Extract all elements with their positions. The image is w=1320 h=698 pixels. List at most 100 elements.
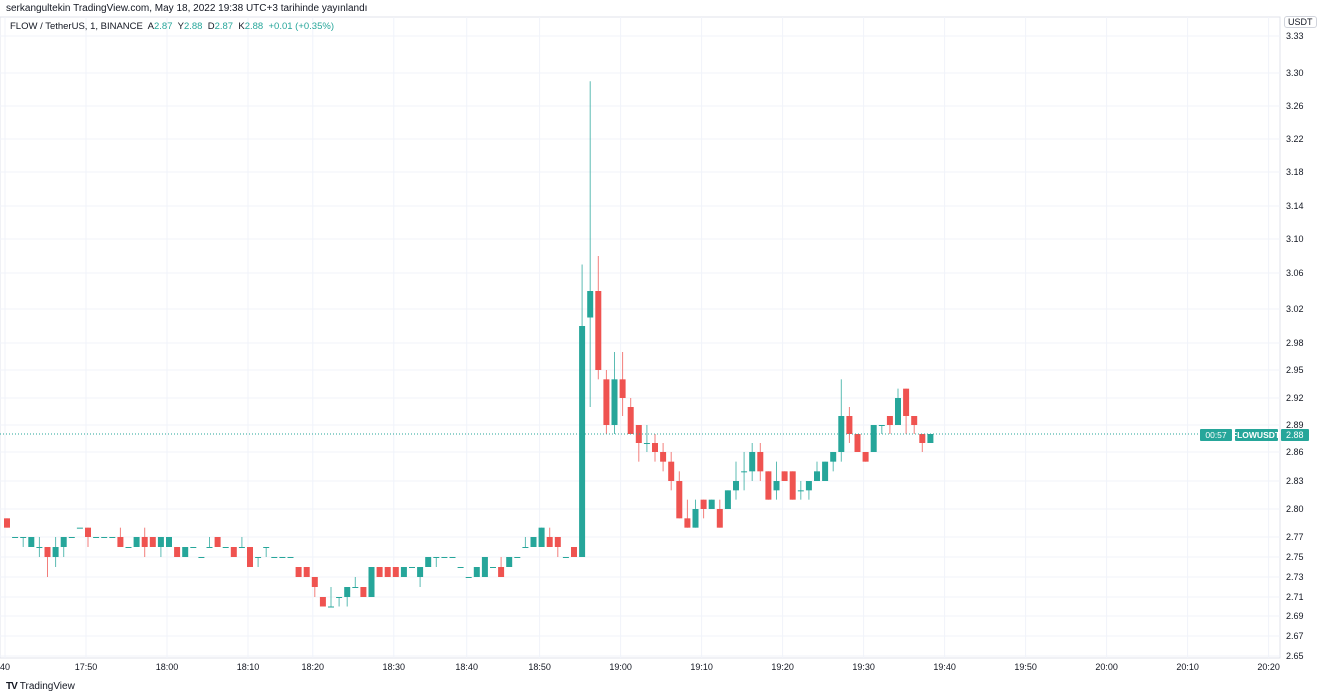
candle[interactable] (579, 264, 586, 558)
candle[interactable] (724, 490, 731, 509)
candle[interactable] (692, 499, 699, 528)
candle[interactable] (263, 547, 270, 557)
candle[interactable] (668, 452, 675, 491)
candle[interactable] (174, 547, 181, 557)
candle[interactable] (854, 434, 861, 452)
candle[interactable] (360, 587, 367, 597)
candle[interactable] (68, 537, 75, 538)
candle[interactable] (141, 527, 148, 557)
candle[interactable] (125, 547, 132, 548)
candle[interactable] (522, 537, 529, 548)
candle[interactable] (603, 370, 610, 434)
candle[interactable] (886, 416, 893, 434)
candle[interactable] (733, 461, 739, 500)
candle[interactable] (101, 537, 108, 538)
candle[interactable] (425, 557, 432, 567)
candle[interactable] (870, 425, 877, 452)
candle[interactable] (652, 434, 658, 462)
candle[interactable] (554, 537, 561, 557)
candle[interactable] (319, 597, 326, 607)
candle[interactable] (76, 527, 83, 529)
candle[interactable] (214, 537, 221, 547)
candle[interactable] (789, 471, 796, 500)
candle[interactable] (765, 471, 772, 500)
candle[interactable] (773, 461, 780, 500)
candle[interactable] (927, 434, 934, 443)
candle[interactable] (749, 443, 756, 481)
candle[interactable] (417, 567, 424, 587)
candle[interactable] (392, 567, 399, 577)
candle[interactable] (716, 499, 723, 528)
candle[interactable] (684, 499, 691, 528)
candle[interactable] (12, 537, 19, 538)
candle[interactable] (822, 461, 829, 481)
candle[interactable] (878, 425, 885, 434)
candle[interactable] (60, 537, 67, 557)
candle[interactable] (562, 557, 569, 558)
candle[interactable] (255, 557, 262, 567)
candle[interactable] (530, 537, 537, 547)
candle[interactable] (781, 471, 788, 481)
candle[interactable] (271, 557, 278, 558)
candle[interactable] (498, 557, 505, 577)
candle[interactable] (846, 407, 853, 443)
candle[interactable] (279, 557, 286, 558)
candle[interactable] (52, 537, 59, 567)
candle[interactable] (862, 452, 869, 462)
candle[interactable] (700, 499, 707, 519)
candle[interactable] (895, 388, 901, 425)
candle[interactable] (676, 471, 683, 519)
candle[interactable] (182, 547, 189, 557)
candle[interactable] (85, 527, 91, 547)
candle[interactable] (595, 256, 602, 380)
candle[interactable] (295, 567, 302, 577)
candle[interactable] (635, 425, 642, 462)
candle[interactable] (328, 587, 334, 608)
candle[interactable] (376, 567, 383, 577)
candle[interactable] (20, 537, 27, 547)
candle[interactable] (117, 527, 124, 547)
candle[interactable] (473, 567, 480, 577)
candle[interactable] (708, 499, 715, 509)
candle[interactable] (797, 481, 804, 500)
candle[interactable] (409, 567, 415, 568)
candle[interactable] (619, 352, 626, 416)
candle[interactable] (222, 547, 229, 548)
candle[interactable] (643, 425, 650, 452)
candle[interactable] (4, 518, 10, 528)
candle[interactable] (465, 577, 472, 578)
candle[interactable] (611, 352, 618, 434)
candle[interactable] (546, 527, 553, 547)
candle[interactable] (757, 443, 764, 481)
candle[interactable] (814, 461, 820, 481)
candle[interactable] (133, 537, 140, 547)
candle[interactable] (247, 547, 253, 567)
candle[interactable] (741, 452, 748, 491)
candle[interactable] (384, 567, 391, 577)
candle[interactable] (919, 434, 926, 452)
candle[interactable] (627, 398, 634, 434)
candle[interactable] (911, 416, 918, 434)
candle[interactable] (352, 577, 359, 588)
candle[interactable] (903, 388, 910, 434)
candle[interactable] (109, 537, 116, 538)
candle[interactable] (44, 547, 51, 577)
candle[interactable] (344, 587, 351, 607)
candle[interactable] (441, 557, 448, 558)
candle[interactable] (303, 567, 310, 577)
candle[interactable] (400, 567, 407, 577)
candle[interactable] (36, 537, 43, 557)
candle[interactable] (457, 567, 464, 568)
candle[interactable] (230, 547, 237, 557)
candle[interactable] (198, 557, 205, 558)
candle[interactable] (587, 81, 594, 407)
candle[interactable] (571, 547, 577, 557)
candle[interactable] (238, 537, 245, 548)
candle[interactable] (149, 537, 156, 547)
candlestick-chart[interactable]: 3.33 3.30 3.26 3.22 3.18 3.14 3.10 3.06 3.02 2.98… (0, 0, 1320, 680)
candle[interactable] (449, 557, 456, 558)
candle[interactable] (490, 567, 496, 568)
candle[interactable] (336, 597, 343, 607)
candle[interactable] (805, 481, 812, 500)
candle[interactable] (368, 567, 375, 597)
